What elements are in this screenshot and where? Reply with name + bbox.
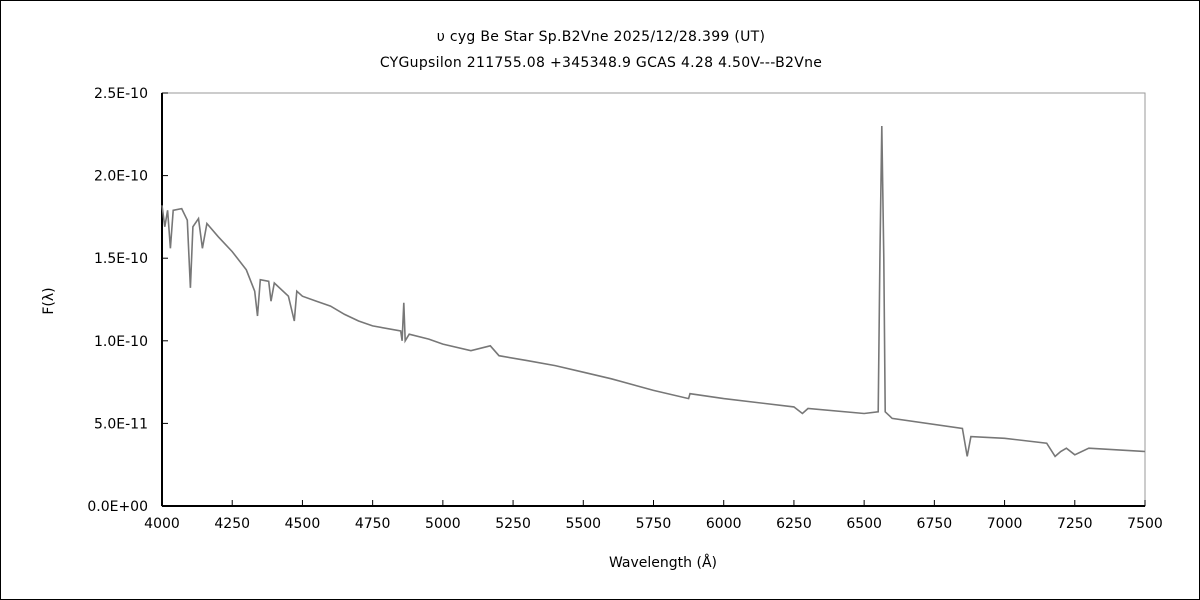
x-tick-label: 6500 <box>846 516 882 532</box>
x-tick-label: 4750 <box>355 516 391 532</box>
x-tick-label: 6750 <box>917 516 953 532</box>
x-tick-label: 5000 <box>425 516 461 532</box>
x-tick-label: 7000 <box>987 516 1023 532</box>
x-tick-label: 6250 <box>776 516 812 532</box>
y-axis-label: F(λ) <box>41 287 57 314</box>
y-tick-label: 0.0E+00 <box>87 499 148 515</box>
spectrum-line <box>161 125 1146 458</box>
x-tick-label: 7250 <box>1057 516 1093 532</box>
chart-title: υ cyg Be Star Sp.B2Vne 2025/12/28.399 (U… <box>436 29 766 45</box>
y-tick-label: 1.0E-10 <box>94 334 148 350</box>
x-tick-label: 6000 <box>706 516 742 532</box>
y-tick-label: 5.0E-11 <box>94 416 148 432</box>
y-tick-label: 2.5E-10 <box>94 86 148 102</box>
x-tick-label: 4500 <box>285 516 321 532</box>
x-tick-label: 5750 <box>636 516 672 532</box>
y-tick-label: 2.0E-10 <box>94 169 148 185</box>
x-tick-label: 4000 <box>144 516 180 532</box>
x-tick-label: 5250 <box>495 516 531 532</box>
x-tick-label: 7500 <box>1127 516 1163 532</box>
chart-subtitle: CYGupsilon 211755.08 +345348.9 GCAS 4.28… <box>379 55 823 71</box>
y-tick-label: 1.5E-10 <box>94 251 148 267</box>
x-axis-label: Wavelength (Å) <box>609 554 717 571</box>
x-tick-label: 4250 <box>214 516 250 532</box>
x-tick-label: 5500 <box>565 516 601 532</box>
